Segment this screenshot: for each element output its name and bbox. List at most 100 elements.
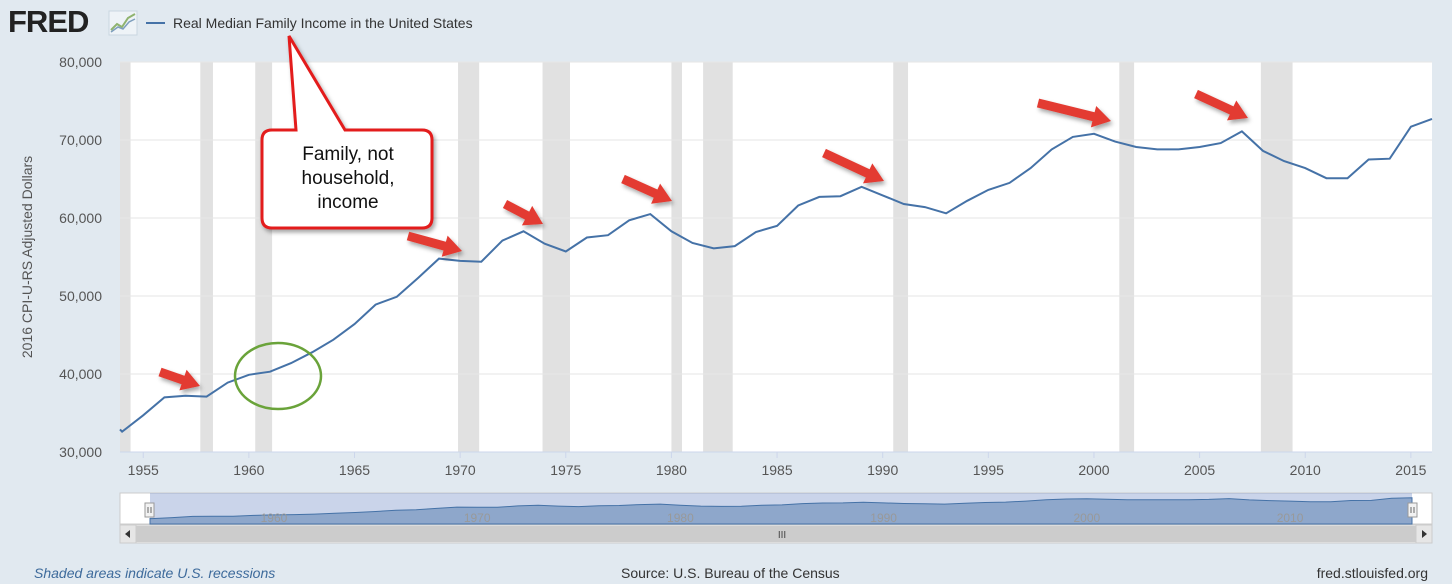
data-point[interactable]	[141, 413, 145, 417]
data-point[interactable]	[205, 395, 209, 399]
data-point[interactable]	[902, 202, 906, 206]
data-point[interactable]	[1071, 135, 1075, 139]
data-point[interactable]	[986, 188, 990, 192]
x-tick-label: 2000	[1078, 462, 1109, 478]
data-point[interactable]	[691, 241, 695, 245]
data-point[interactable]	[437, 257, 441, 261]
x-tick-label: 1970	[445, 462, 476, 478]
data-point[interactable]	[1092, 132, 1096, 136]
data-point[interactable]	[162, 395, 166, 399]
y-tick-label: 60,000	[59, 210, 102, 226]
data-point[interactable]	[1198, 145, 1202, 149]
data-point[interactable]	[183, 394, 187, 398]
recession-band	[671, 62, 682, 452]
data-point[interactable]	[1176, 147, 1180, 151]
red-arrow	[406, 231, 462, 257]
fred-logo[interactable]: FRED	[8, 4, 89, 39]
data-point[interactable]	[1367, 158, 1371, 162]
red-arrow	[621, 174, 672, 204]
recession-band	[1260, 62, 1293, 452]
x-tick-label: 1975	[550, 462, 581, 478]
data-point[interactable]	[606, 233, 610, 237]
callout-line-1: Family, not	[302, 144, 394, 165]
data-point[interactable]	[543, 242, 547, 246]
data-point[interactable]	[522, 229, 526, 233]
scrollbar-thumb[interactable]	[136, 526, 1416, 542]
series-line[interactable]	[119, 117, 1433, 434]
chart-header: FRED Real Median Family Income in the Un…	[0, 0, 1452, 50]
recession-band	[458, 62, 480, 452]
data-point[interactable]	[775, 224, 779, 228]
x-tick-label: 2015	[1395, 462, 1426, 478]
source-note: Source: U.S. Bureau of the Census	[621, 565, 840, 581]
navigator-handle-left[interactable]	[144, 502, 155, 518]
data-point[interactable]	[289, 361, 293, 365]
y-axis-label: 2016 CPI-U-RS Adjusted Dollars	[19, 156, 35, 358]
data-point[interactable]	[585, 236, 589, 240]
data-point[interactable]	[1261, 149, 1265, 153]
data-point[interactable]	[458, 259, 462, 263]
legend[interactable]: Real Median Family Income in the United …	[146, 15, 473, 31]
recession-band	[542, 62, 571, 452]
data-point[interactable]	[1240, 129, 1244, 133]
navigator[interactable]	[119, 492, 1433, 525]
data-point[interactable]	[1113, 140, 1117, 144]
data-point[interactable]	[1134, 145, 1138, 149]
data-point[interactable]	[1282, 159, 1286, 163]
recession-note[interactable]: Shaded areas indicate U.S. recessions	[34, 565, 276, 581]
data-point[interactable]	[268, 370, 272, 374]
data-point[interactable]	[1303, 166, 1307, 170]
red-arrow	[822, 148, 884, 184]
navigator-selection[interactable]	[150, 493, 1412, 524]
navigator-label: 1970	[464, 511, 491, 525]
data-point[interactable]	[1430, 117, 1434, 121]
red-arrow	[1194, 89, 1248, 121]
data-point[interactable]	[648, 212, 652, 216]
data-point[interactable]	[120, 430, 124, 434]
data-point[interactable]	[247, 373, 251, 377]
data-point[interactable]	[395, 295, 399, 299]
data-point[interactable]	[627, 218, 631, 222]
data-point[interactable]	[1007, 181, 1011, 185]
data-point[interactable]	[500, 239, 504, 243]
data-point[interactable]	[564, 250, 568, 254]
data-point[interactable]	[881, 193, 885, 197]
data-point[interactable]	[1155, 147, 1159, 151]
recession-band	[120, 62, 131, 452]
data-point[interactable]	[1219, 141, 1223, 145]
data-point[interactable]	[226, 381, 230, 385]
data-point[interactable]	[796, 204, 800, 208]
data-point[interactable]	[817, 195, 821, 199]
data-point[interactable]	[1029, 166, 1033, 170]
callout-line-3: income	[317, 192, 379, 213]
navigator-handle-right[interactable]	[1407, 502, 1418, 518]
x-tick-label: 1960	[233, 462, 264, 478]
data-point[interactable]	[1345, 176, 1349, 180]
data-point[interactable]	[838, 194, 842, 198]
x-tick-label: 1995	[973, 462, 1004, 478]
recession-band	[200, 62, 213, 452]
data-point[interactable]	[669, 229, 673, 233]
data-point[interactable]	[712, 246, 716, 250]
data-point[interactable]	[331, 338, 335, 342]
recession-band	[255, 62, 273, 452]
data-point[interactable]	[1324, 176, 1328, 180]
callout-line-2: household,	[301, 168, 395, 189]
data-point[interactable]	[374, 303, 378, 307]
navigator-label: 2000	[1073, 511, 1100, 525]
data-point[interactable]	[923, 205, 927, 209]
data-point[interactable]	[1050, 147, 1054, 151]
data-point[interactable]	[965, 199, 969, 203]
data-point[interactable]	[353, 322, 357, 326]
y-tick-label: 30,000	[59, 444, 102, 460]
data-point[interactable]	[1409, 125, 1413, 129]
data-point[interactable]	[944, 211, 948, 215]
data-point[interactable]	[1388, 157, 1392, 161]
data-point[interactable]	[733, 244, 737, 248]
data-point[interactable]	[754, 230, 758, 234]
data-point[interactable]	[416, 276, 420, 280]
site-link[interactable]: fred.stlouisfed.org	[1316, 565, 1428, 581]
data-point[interactable]	[479, 260, 483, 264]
scrollbar-grip[interactable]: III	[778, 530, 786, 541]
data-point[interactable]	[860, 185, 864, 189]
